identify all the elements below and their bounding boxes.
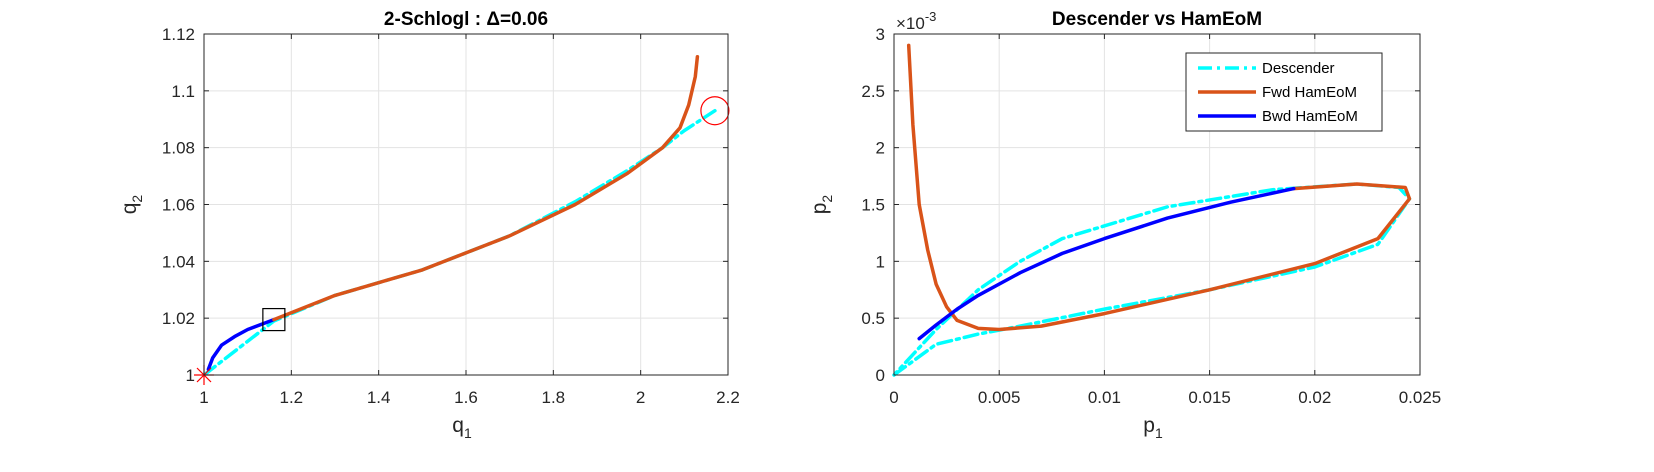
x-tick-label: 1.6 <box>454 388 478 407</box>
x-axis-label-subscript: 1 <box>464 425 472 441</box>
y-axis-label-main: p <box>808 203 831 215</box>
y-tick-label: 1.12 <box>162 25 195 44</box>
x-tick-label: 2 <box>636 388 645 407</box>
x-axis-label-main: p <box>1143 414 1155 437</box>
x-tick-label: 1 <box>199 388 208 407</box>
y-tick-label: 3 <box>876 25 885 44</box>
y-tick-label: 1.04 <box>162 252 195 271</box>
left-plot: 1 1.2 1.4 1.6 1.8 2 2.2 1 1.02 1.04 1.06 1.08 1.1 1.1… <box>118 9 740 441</box>
y-tick-label: 1 <box>876 252 885 271</box>
x-tick-label: 0.005 <box>978 388 1021 407</box>
y-tick-label: 1.5 <box>861 196 885 215</box>
legend: Descender Fwd HamEoM Bwd HamEoM <box>1185 52 1383 132</box>
legend-label: Fwd HamEoM <box>1262 84 1357 101</box>
square-marker <box>262 307 286 332</box>
series-line-1 <box>206 317 276 372</box>
x-tick-label: 0 <box>889 388 898 407</box>
y-tick-label: 1.02 <box>162 309 195 328</box>
series-line-1 <box>906 43 1412 332</box>
x-axis-label: q1 <box>452 414 472 441</box>
series-line-2 <box>272 54 700 322</box>
chart-title: 2-Schlogl : Δ=0.06 <box>384 9 548 30</box>
y-tick-label: 2.5 <box>861 82 885 101</box>
series-line-2 <box>917 186 1296 341</box>
legend-label: Bwd HamEoM <box>1262 108 1358 125</box>
y-axis-label: q2 <box>118 195 145 215</box>
y-axis-label-subscript: 2 <box>819 195 835 203</box>
y-tick-label: 1.06 <box>162 196 195 215</box>
legend-label: Descender <box>1262 60 1335 77</box>
x-tick-label: 2.2 <box>716 388 740 407</box>
circle-marker <box>700 96 730 126</box>
exponent-base: ×10 <box>896 14 925 33</box>
y-tick-label: 0.5 <box>861 309 885 328</box>
y-axis-label-main: q <box>118 203 141 215</box>
y-tick-label: 1 <box>186 366 195 385</box>
y-tick-label: 1.08 <box>162 139 195 158</box>
chart-title: Descender vs HamEoM <box>1052 9 1262 30</box>
x-tick-label: 0.025 <box>1399 388 1442 407</box>
y-axis-label-subscript: 2 <box>129 195 145 203</box>
axis-exponent-label: ×10-3 <box>896 9 936 33</box>
right-plot: 0 0.005 0.01 0.015 0.02 0.025 0 0.5 1 1.5 2 2.5 3 Des… <box>808 9 1441 441</box>
exponent-power: -3 <box>925 9 937 24</box>
x-axis-label-main: q <box>452 414 464 437</box>
x-tick-label: 0.02 <box>1298 388 1331 407</box>
y-tick-label: 0 <box>876 366 885 385</box>
x-tick-label: 1.2 <box>280 388 304 407</box>
x-tick-label: 1.8 <box>542 388 566 407</box>
x-tick-label: 0.015 <box>1188 388 1231 407</box>
x-tick-label: 1.4 <box>367 388 391 407</box>
y-tick-label: 1.1 <box>171 82 195 101</box>
x-tick-label: 0.01 <box>1088 388 1121 407</box>
x-axis-label: p1 <box>1143 414 1163 441</box>
y-tick-label: 2 <box>876 139 885 158</box>
x-axis-label-subscript: 1 <box>1155 425 1163 441</box>
y-axis-label: p2 <box>808 195 835 215</box>
